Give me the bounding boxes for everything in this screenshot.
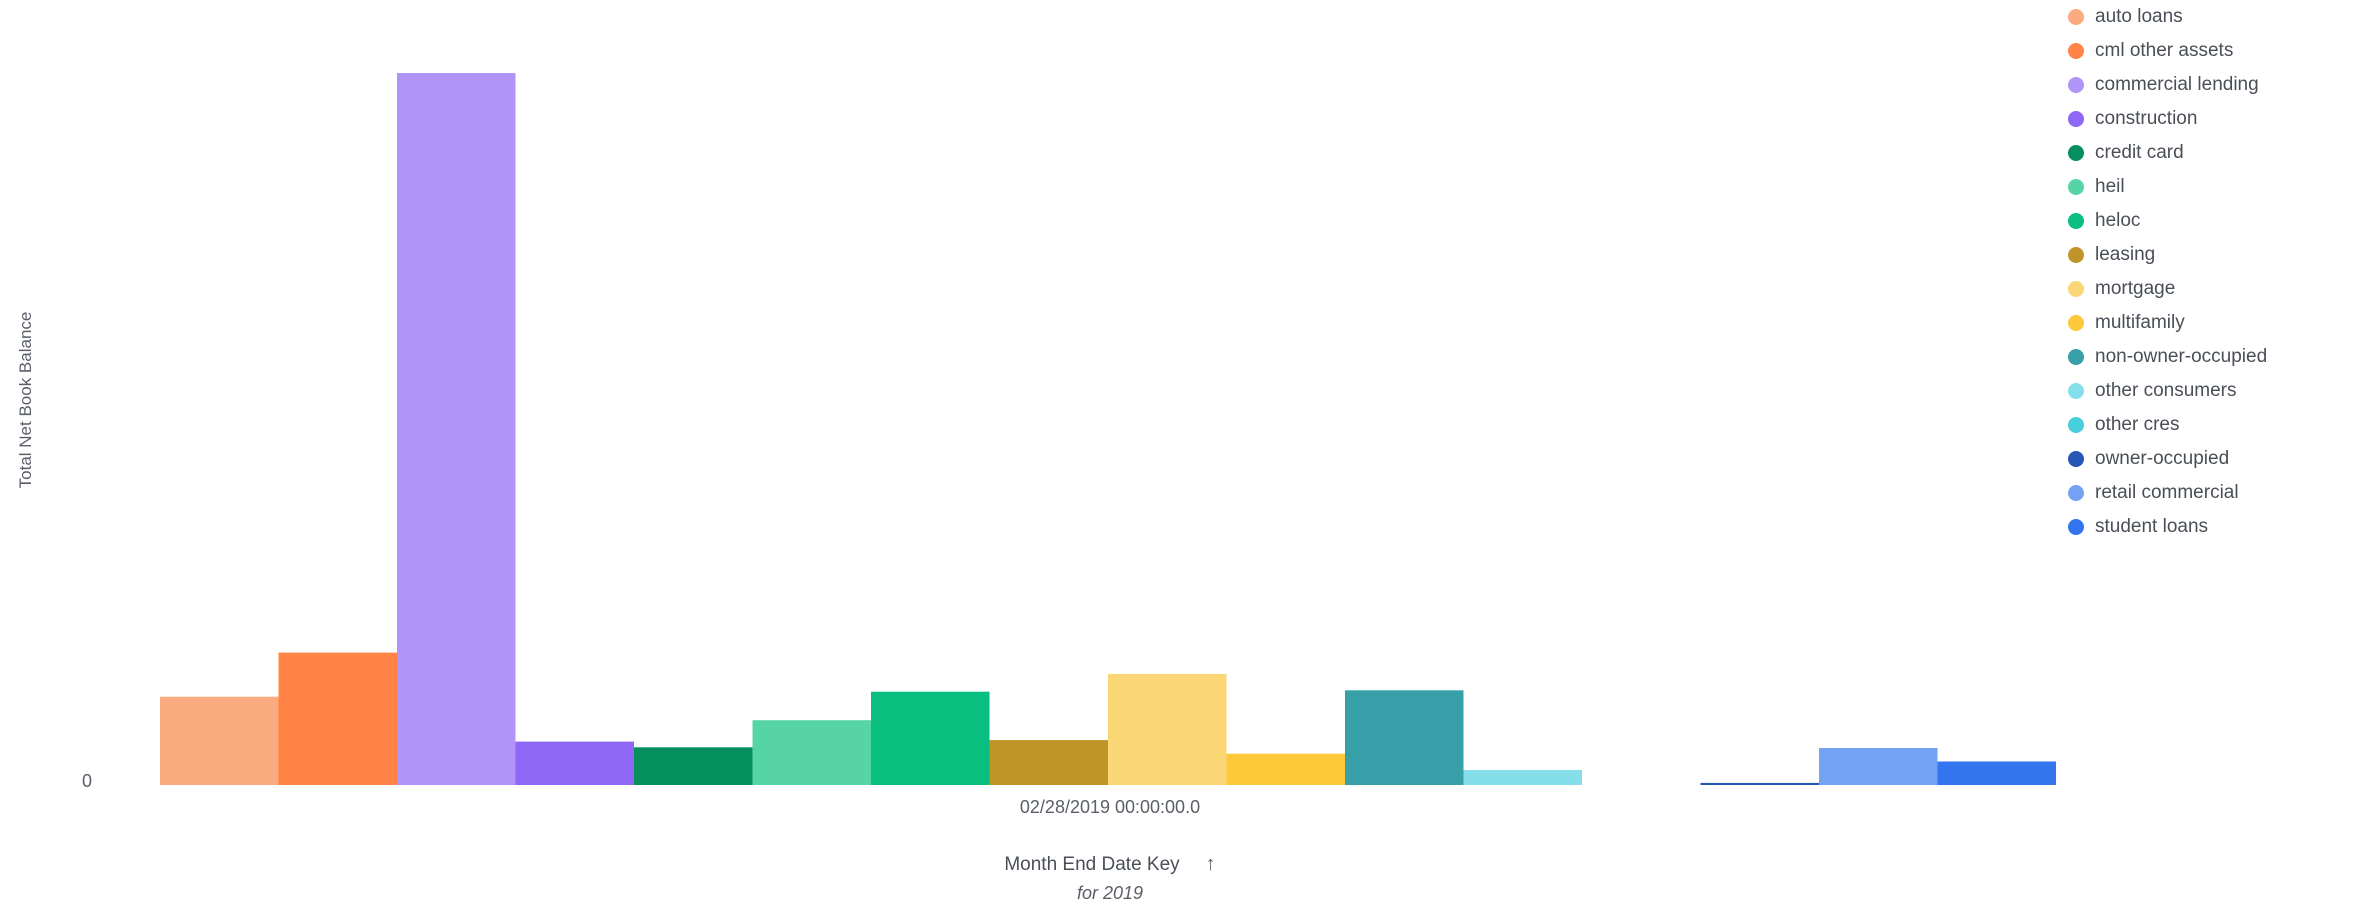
- legend-label: student loans: [2095, 516, 2209, 537]
- legend-label: retail commercial: [2095, 482, 2239, 503]
- legend-item-auto-loans[interactable]: auto loans: [2068, 0, 2358, 34]
- bar-heloc[interactable]: [871, 691, 990, 785]
- bar-mortgage[interactable]: [1108, 673, 1227, 785]
- bar-multifamily[interactable]: [1226, 753, 1346, 785]
- bar-commercial-lending[interactable]: [397, 73, 516, 785]
- legend-item-heloc[interactable]: heloc: [2068, 204, 2358, 238]
- arrow-up-icon[interactable]: ↑: [1205, 853, 1216, 875]
- legend-swatch: [2068, 111, 2084, 127]
- bar-group: [160, 73, 2056, 785]
- legend-label: other consumers: [2095, 380, 2237, 401]
- bar-cml-other-assets[interactable]: [278, 652, 398, 785]
- legend-item-non-owner-occupied[interactable]: non-owner-occupied: [2068, 340, 2358, 374]
- x-tick-label: 02/28/2019 00:00:00.0: [1019, 797, 1201, 817]
- legend-label: auto loans: [2095, 6, 2183, 27]
- legend-label: mortgage: [2095, 278, 2176, 299]
- legend-swatch: [2068, 519, 2084, 535]
- legend-item-owner-occupied[interactable]: owner-occupied: [2068, 442, 2358, 476]
- legend-item-cml-other-assets[interactable]: cml other assets: [2068, 34, 2358, 68]
- legend-label: heloc: [2095, 210, 2141, 231]
- legend-item-retail-commercial[interactable]: retail commercial: [2068, 476, 2358, 510]
- legend-label: leasing: [2095, 244, 2156, 265]
- legend-item-other-cres[interactable]: other cres: [2068, 408, 2358, 442]
- legend-item-construction[interactable]: construction: [2068, 102, 2358, 136]
- legend-swatch: [2068, 247, 2084, 263]
- legend-label: multifamily: [2095, 312, 2185, 333]
- legend-label: cml other assets: [2095, 40, 2234, 61]
- bar-credit-card[interactable]: [634, 747, 753, 785]
- legend-label: construction: [2095, 108, 2198, 129]
- legend-swatch: [2068, 145, 2084, 161]
- legend-swatch: [2068, 383, 2084, 399]
- legend: auto loans cml other assets commercial len…: [2068, 0, 2358, 544]
- x-axis-title-group: Month End Date Key ↑: [1004, 853, 1215, 876]
- legend-swatch: [2068, 451, 2084, 467]
- bar-heil[interactable]: [752, 720, 872, 785]
- legend-swatch: [2068, 485, 2084, 501]
- legend-label: other cres: [2095, 414, 2180, 435]
- x-axis-title[interactable]: Month End Date Key: [1004, 853, 1180, 875]
- legend-swatch: [2068, 9, 2084, 25]
- legend-item-leasing[interactable]: leasing: [2068, 238, 2358, 272]
- legend-item-heil[interactable]: heil: [2068, 170, 2358, 204]
- bar-owner-occupied[interactable]: [1700, 782, 1820, 785]
- legend-swatch: [2068, 315, 2084, 331]
- bar-non-owner-occupied[interactable]: [1345, 690, 1464, 785]
- legend-label: credit card: [2095, 142, 2184, 163]
- legend-label: heil: [2095, 176, 2125, 197]
- bar-student-loans[interactable]: [1937, 761, 2057, 786]
- y-axis-title: Total Net Book Balance: [16, 311, 35, 489]
- bar-retail-commercial[interactable]: [1819, 748, 1938, 785]
- x-axis-subtitle: for 2019: [1076, 883, 1144, 903]
- legend-swatch: [2068, 417, 2084, 433]
- bar-leasing[interactable]: [989, 740, 1109, 785]
- bar-auto-loans[interactable]: [160, 696, 279, 785]
- bar-construction[interactable]: [515, 741, 635, 785]
- legend-label: owner-occupied: [2095, 448, 2230, 469]
- legend-swatch: [2068, 281, 2084, 297]
- bar-other-consumers[interactable]: [1463, 770, 1583, 785]
- legend-label: non-owner-occupied: [2095, 346, 2268, 367]
- legend-swatch: [2068, 213, 2084, 229]
- y-tick-label-0: 0: [82, 771, 93, 791]
- legend-item-other-consumers[interactable]: other consumers: [2068, 374, 2358, 408]
- legend-item-mortgage[interactable]: mortgage: [2068, 272, 2358, 306]
- legend-swatch: [2068, 77, 2084, 93]
- legend-label: commercial lending: [2095, 74, 2259, 95]
- legend-item-commercial-lending[interactable]: commercial lending: [2068, 68, 2358, 102]
- legend-swatch: [2068, 179, 2084, 195]
- legend-swatch: [2068, 349, 2084, 365]
- legend-item-student-loans[interactable]: student loans: [2068, 510, 2358, 544]
- legend-item-credit-card[interactable]: credit card: [2068, 136, 2358, 170]
- legend-item-multifamily[interactable]: multifamily: [2068, 306, 2358, 340]
- legend-swatch: [2068, 43, 2084, 59]
